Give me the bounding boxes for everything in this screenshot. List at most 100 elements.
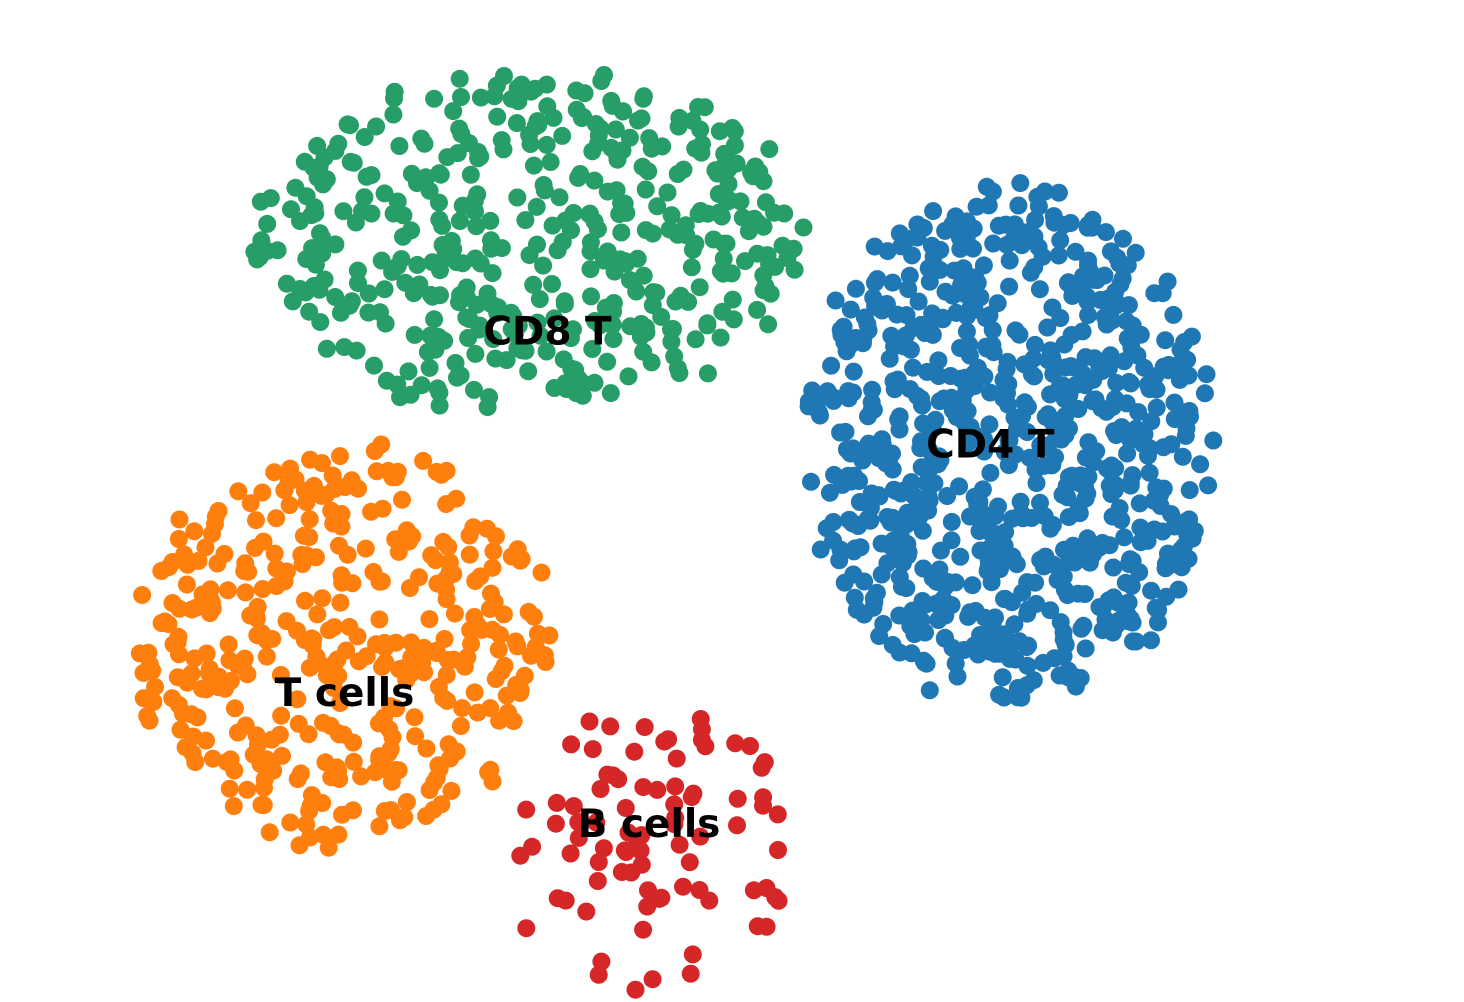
point-cd4-t [891,484,910,503]
point-cd8-t [347,341,366,360]
point-cd4-t [1149,600,1168,619]
point-b-cells [634,778,653,797]
point-cd4-t [911,439,930,458]
point-cd4-t [862,484,881,503]
point-t-cells [236,716,255,735]
point-cd4-t [995,688,1013,707]
point-t-cells [370,610,389,629]
point-cd8-t [794,218,813,237]
point-cd8-t [450,212,469,230]
point-cd8-t [516,211,535,230]
point-t-cells [235,562,254,580]
point-cd4-t [1019,636,1038,655]
point-t-cells [494,605,513,624]
point-cd4-t [924,202,943,221]
point-cd8-t [286,178,305,197]
point-cd4-t [1027,474,1046,493]
point-cd4-t [1131,518,1150,537]
point-cd4-t [950,477,969,496]
point-cd4-t [1011,492,1030,511]
point-cd8-t [634,87,653,106]
point-b-cells [744,881,763,900]
point-cd4-t [959,607,978,626]
point-cd4-t [1126,243,1145,262]
point-cd8-t [258,214,277,233]
point-b-cells [569,813,588,832]
point-t-cells [202,593,221,612]
point-t-cells [168,668,187,687]
point-cd8-t [669,117,688,136]
point-cd4-t [817,519,836,538]
point-cd8-t [754,217,773,236]
point-cd8-t [784,239,803,258]
point-cd4-t [929,351,948,370]
point-b-cells [619,823,638,842]
point-cd4-t [840,511,859,529]
point-t-cells [532,563,551,582]
point-cd8-t [541,153,560,171]
point-cd8-t [604,330,623,349]
point-t-cells [329,825,348,844]
point-cd4-t [855,308,874,327]
point-cd8-t [402,221,421,240]
point-b-cells [577,902,596,921]
point-cd8-t [585,373,604,392]
point-cd8-t [297,250,316,268]
point-cd4-t [890,224,909,243]
point-cd4-t [919,489,938,508]
point-cd8-t [548,241,567,260]
point-cd4-t [942,512,961,531]
point-t-cells [331,447,349,466]
point-cd4-t [931,240,950,259]
point-b-cells [726,734,745,753]
point-b-cells [643,970,662,989]
point-b-cells [666,777,685,796]
point-b-cells [612,863,631,881]
point-cd8-t [353,202,371,221]
point-cd8-t [412,129,431,148]
point-cd4-t [1050,666,1069,685]
point-cd4-t [1083,392,1102,411]
point-cd4-t [1156,331,1175,350]
point-cd4-t [1080,553,1099,572]
point-b-cells [752,758,771,777]
point-cd4-t [1153,284,1172,303]
point-cd4-t [942,596,961,615]
point-cd4-t [1043,298,1062,317]
point-cd4-t [855,605,874,624]
point-cd8-t [598,352,617,371]
point-t-cells [460,545,479,564]
point-t-cells [292,545,311,564]
point-cd4-t [983,321,1002,340]
point-cd8-t [567,374,586,393]
point-t-cells [489,640,508,659]
point-cd4-t [1034,653,1053,672]
point-cd8-t [698,364,717,383]
point-cd8-t [365,356,383,375]
point-cd8-t [428,379,447,398]
point-b-cells [728,816,746,835]
point-t-cells [386,761,405,779]
point-t-cells [163,689,182,708]
point-cd4-t [1115,528,1134,547]
point-cd8-t [527,197,546,216]
point-t-cells [189,551,208,570]
point-cd4-t [1099,359,1118,378]
point-cd4-t [1018,656,1037,675]
point-cd4-t [835,573,854,592]
point-cd8-t [471,147,490,166]
point-t-cells [254,796,273,815]
point-t-cells [196,538,215,557]
point-b-cells [634,920,653,939]
point-t-cells [375,802,394,820]
point-cd8-t [665,347,684,366]
point-cd4-t [1049,183,1068,202]
point-cd4-t [1100,461,1119,480]
point-t-cells [405,708,424,727]
point-cd4-t [824,391,843,410]
point-b-cells [591,780,610,798]
point-t-cells [144,692,163,711]
point-cd4-t [929,611,948,629]
point-t-cells [320,621,338,640]
point-cd4-t [1054,630,1073,649]
